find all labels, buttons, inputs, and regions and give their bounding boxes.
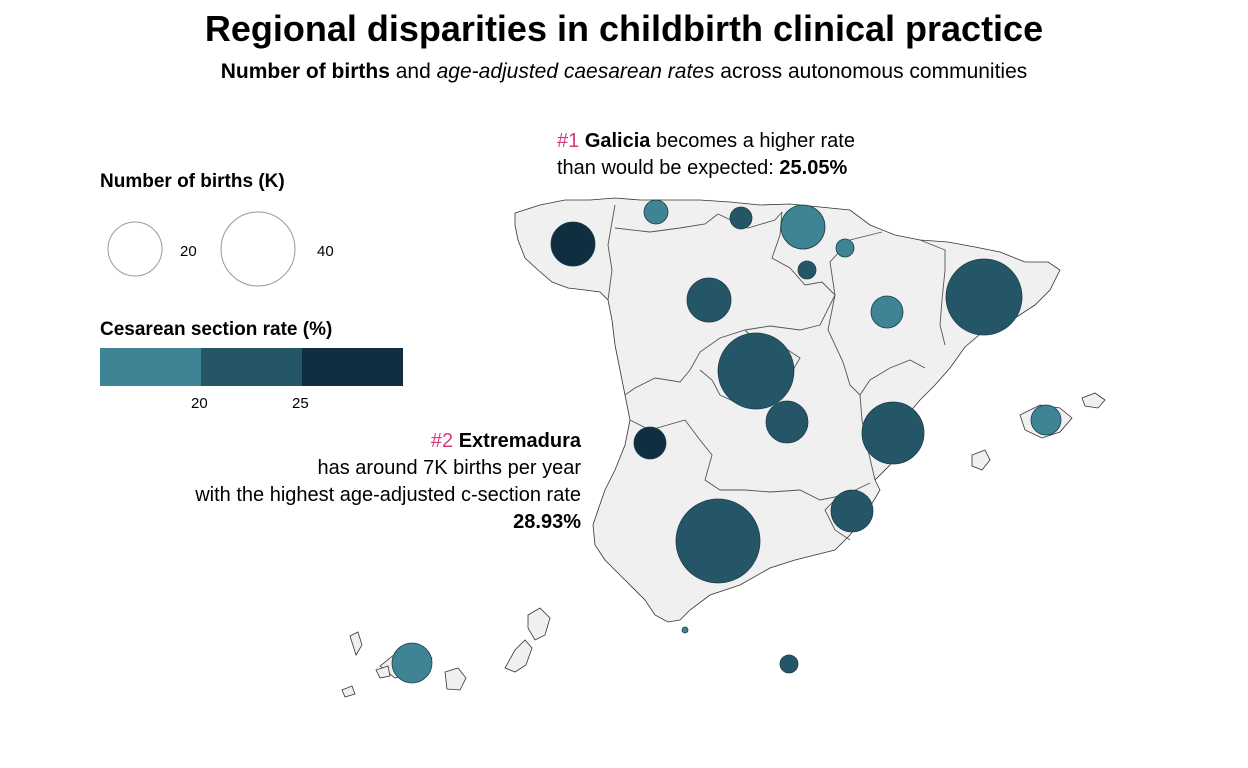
chart-subtitle: Number of births and age-adjusted caesar… [0,60,1248,84]
annotation-galicia-rank: #1 [557,130,580,152]
annotation-galicia-text1: becomes a higher rate [650,130,855,152]
bubble-cantabria: Cantabria [729,206,753,230]
subtitle-rest: across autonomous communities [714,60,1028,83]
annotation-galicia-value: 25.05% [779,157,848,179]
annotation-galicia-line1: #1 Galicia becomes a higher rate [557,128,855,155]
color-legend-bin-low [100,348,201,386]
bubble-cataluña: Cataluña [945,258,1023,336]
balearics-ibiza [971,449,991,471]
bubble-asturias: Asturias [643,199,669,225]
subtitle-and: and [389,60,437,83]
subtitle-rates: age-adjusted caesarean rates [436,60,715,83]
color-legend-bin-high [302,348,403,386]
annotation-extremadura-rank: #2 [430,430,454,452]
bubble-región-de-murcia: Región de Murcia [830,489,874,533]
bubble-layer: Galicia Asturias Cantabria País Vasco Navarr… [391,199,1062,684]
bubble-andalucía: Andalucía [675,498,761,584]
canary-fuerteventura [504,639,533,673]
canary-lanzarote [527,607,551,641]
bubble-galicia: Galicia [550,221,596,267]
annotation-extremadura: #2 Extremadura has around 7K births per … [195,428,581,536]
annotation-extremadura-line2: has around 7K births per year [317,457,582,479]
bubble-madrid: Madrid [717,332,795,410]
bubble-navarra: Navarra [835,238,855,258]
color-legend-tick-20: 20 [191,395,208,412]
bubble-castilla-la-mancha: Castilla-La Mancha [765,400,809,444]
balearics-menorca [1081,392,1106,409]
color-legend-title: Cesarean section rate (%) [100,319,333,340]
bubble-melilla: Melilla [779,654,799,674]
bubble-canarias: Canarias [391,642,433,684]
size-legend-circle-20 [107,221,163,277]
size-legend-title: Number of births (K) [100,171,285,192]
bubble-illes-balears: Illes Balears [1030,404,1062,436]
size-legend-label-40: 40 [317,243,334,260]
size-legend-circle-40 [220,211,296,287]
color-legend-bin-mid [201,348,302,386]
bubble-castilla-y-león: Castilla y León [686,277,732,323]
canary-gomera [375,665,391,679]
annotation-galicia-line2: than would be expected: 25.05% [557,155,855,182]
canary-la-palma [349,631,363,656]
annotation-galicia-text2: than would be expected: [557,157,780,179]
annotation-galicia-name: Galicia [584,130,651,152]
canary-hierro [341,685,356,698]
annotation-extremadura-value: 28.93% [513,511,581,533]
size-legend-label-20: 20 [180,243,197,260]
bubble-aragón: Aragón [870,295,904,329]
subtitle-births: Number of births [220,60,390,83]
color-legend-tick-25: 25 [292,395,309,412]
annotation-extremadura-name: Extremadura [458,430,581,452]
bubble-país-vasco: País Vasco [780,204,826,250]
annotation-extremadura-line1: #2 Extremadura [195,428,581,455]
canary-gran-canaria [444,667,467,691]
bubble-comunitat-valenciana: Comunitat Valenciana [861,401,925,465]
annotation-galicia: #1 Galicia becomes a higher rate than wo… [557,128,855,182]
bubble-la-rioja: La Rioja [797,260,817,280]
bubble-extremadura: Extremadura [633,426,667,460]
bubble-ceuta: Ceuta [681,626,689,634]
chart-title: Regional disparities in childbirth clini… [204,8,1044,49]
annotation-extremadura-line3: with the highest age-adjusted c-section … [195,484,581,506]
